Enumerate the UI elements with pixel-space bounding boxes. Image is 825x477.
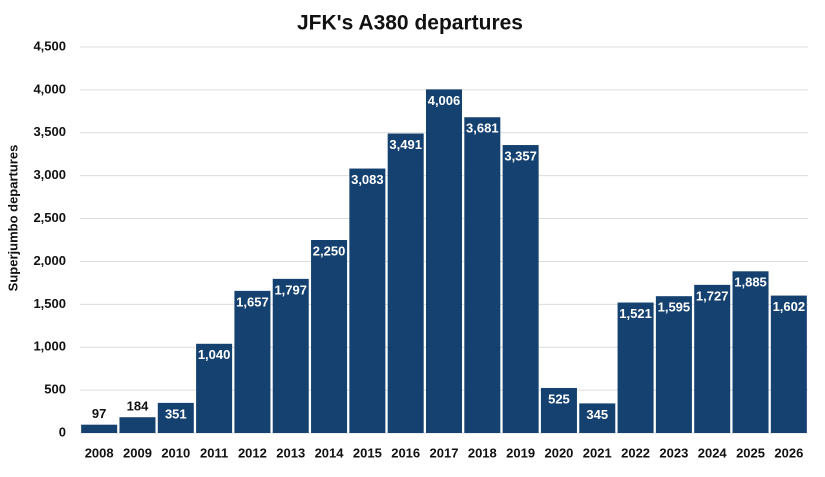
bar: [349, 168, 386, 433]
x-tick-label: 2009: [123, 445, 152, 460]
bar: [196, 343, 233, 433]
x-tick-label: 2022: [621, 445, 650, 460]
bar: [311, 240, 348, 433]
value-label: 525: [548, 391, 570, 406]
value-label: 97: [92, 406, 106, 421]
bar: [617, 302, 654, 433]
bar: [119, 417, 156, 433]
value-label: 1,595: [658, 300, 691, 315]
y-tick-label: 1,000: [33, 339, 66, 354]
x-tick-label: 2013: [276, 445, 305, 460]
x-tick-label: 2026: [774, 445, 803, 460]
y-tick-label: 4,000: [33, 81, 66, 96]
y-tick-label: 500: [44, 382, 66, 397]
value-label: 3,083: [351, 172, 384, 187]
x-tick-label: 2016: [391, 445, 420, 460]
chart-title: JFK's A380 departures: [297, 12, 523, 35]
bar: [81, 424, 118, 433]
value-label: 1,602: [773, 299, 806, 314]
y-tick-label: 2,500: [33, 210, 66, 225]
x-tick-label: 2021: [583, 445, 612, 460]
y-tick-label: 2,000: [33, 253, 66, 268]
bar: [234, 290, 271, 433]
value-label: 3,491: [389, 137, 422, 152]
x-tick-label: 2018: [468, 445, 497, 460]
x-tick-label: 2012: [238, 445, 267, 460]
bar: [157, 402, 194, 433]
bar: [425, 89, 463, 434]
bar: [732, 271, 769, 433]
y-tick-label: 0: [59, 424, 66, 439]
x-tick-label: 2017: [430, 445, 459, 460]
x-tick-label: 2014: [315, 445, 345, 460]
x-tick-label: 2023: [659, 445, 688, 460]
bar: [540, 387, 577, 433]
value-label: 184: [127, 399, 149, 414]
x-tick-label: 2019: [506, 445, 535, 460]
bar: [464, 117, 501, 433]
value-label: 1,040: [198, 347, 231, 362]
y-tick-label: 3,000: [33, 167, 66, 182]
value-label: 1,885: [734, 275, 767, 290]
x-tick-label: 2011: [200, 445, 228, 460]
x-tick-label: 2015: [353, 445, 382, 460]
bar: [502, 145, 539, 433]
bar: [694, 284, 731, 433]
y-axis-label: Superjumbo departures: [5, 145, 20, 292]
bar: [579, 403, 616, 433]
value-label: 4,006: [428, 93, 461, 108]
value-label: 3,681: [466, 121, 499, 136]
y-tick-label: 4,500: [33, 38, 66, 53]
x-tick-label: 2025: [736, 445, 765, 460]
x-tick-label: 2008: [85, 445, 114, 460]
bar: [655, 296, 692, 433]
value-label: 1,727: [696, 288, 729, 303]
value-label: 3,357: [504, 148, 537, 163]
value-label: 1,797: [274, 282, 307, 297]
x-tick-label: 2020: [544, 445, 573, 460]
bar: [272, 278, 309, 433]
value-label: 351: [165, 406, 187, 421]
value-label: 2,250: [313, 243, 346, 258]
value-label: 1,521: [619, 306, 652, 321]
y-tick-label: 1,500: [33, 296, 66, 311]
bar: [770, 295, 807, 433]
bar: [387, 133, 424, 433]
y-tick-label: 3,500: [33, 124, 66, 139]
x-tick-label: 2024: [698, 445, 728, 460]
value-label: 345: [586, 407, 608, 422]
x-tick-label: 2010: [161, 445, 190, 460]
value-label: 1,657: [236, 294, 269, 309]
